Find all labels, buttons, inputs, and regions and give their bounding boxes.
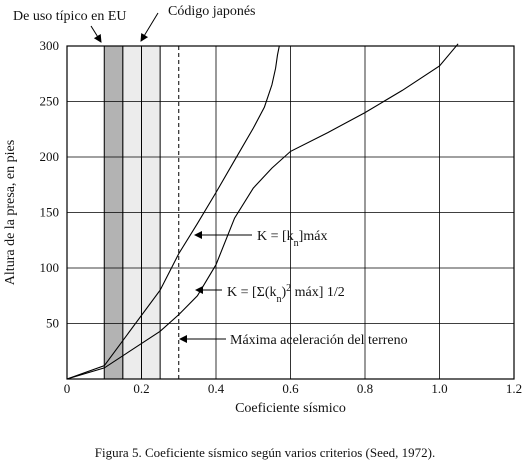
plot-frame xyxy=(66,45,515,380)
y-tick-label: 50 xyxy=(46,316,59,331)
band-arrow-japanese-code xyxy=(140,12,159,42)
y-axis-title: Altura de la presa, en pies xyxy=(3,140,18,285)
y-tick-label: 150 xyxy=(40,205,60,220)
series-layer xyxy=(66,43,459,380)
x-axis-title: Coeficiente sísmico xyxy=(235,401,346,416)
x-tick-label: 1.0 xyxy=(431,381,447,396)
band-arrow-us-typical xyxy=(90,25,102,43)
max-ground-acceleration-label: Máxima aceleración del terreno xyxy=(230,333,408,348)
x-tick-label: 0 xyxy=(64,381,71,396)
series-line-1 xyxy=(66,45,280,380)
y-tick-label: 250 xyxy=(40,94,60,109)
x-tick-label: 0.2 xyxy=(133,381,149,396)
y-tick-label: 100 xyxy=(40,260,60,275)
series-2-label: K = [Σ(kn)2 máx] 1/2 xyxy=(227,283,345,305)
y-tick-label: 200 xyxy=(40,149,60,164)
x-tick-label: 0.4 xyxy=(208,381,225,396)
tick-label-layer: 0 0.2 0.4 0.6 0.8 1.0 1.2 50 100 150 200 250 300 xyxy=(40,38,523,396)
x-tick-label: 0.8 xyxy=(357,381,373,396)
series-line-2 xyxy=(66,43,459,380)
grid-layer xyxy=(67,46,514,379)
band-label-us-typical: De uso típico en EU xyxy=(13,9,127,24)
annotation-layer: De uso típico en EU Código japonés K = [kn… xyxy=(13,4,408,348)
y-tick-label: 300 xyxy=(40,38,60,53)
figure-caption: Figura 5. Coeficiente sísmico según vari… xyxy=(95,445,435,460)
series-1-label: K = [kn]máx xyxy=(257,229,327,249)
x-tick-label: 1.2 xyxy=(506,381,522,396)
band-label-japanese-code: Código japonés xyxy=(168,4,256,19)
x-tick-label: 0.6 xyxy=(282,381,299,396)
